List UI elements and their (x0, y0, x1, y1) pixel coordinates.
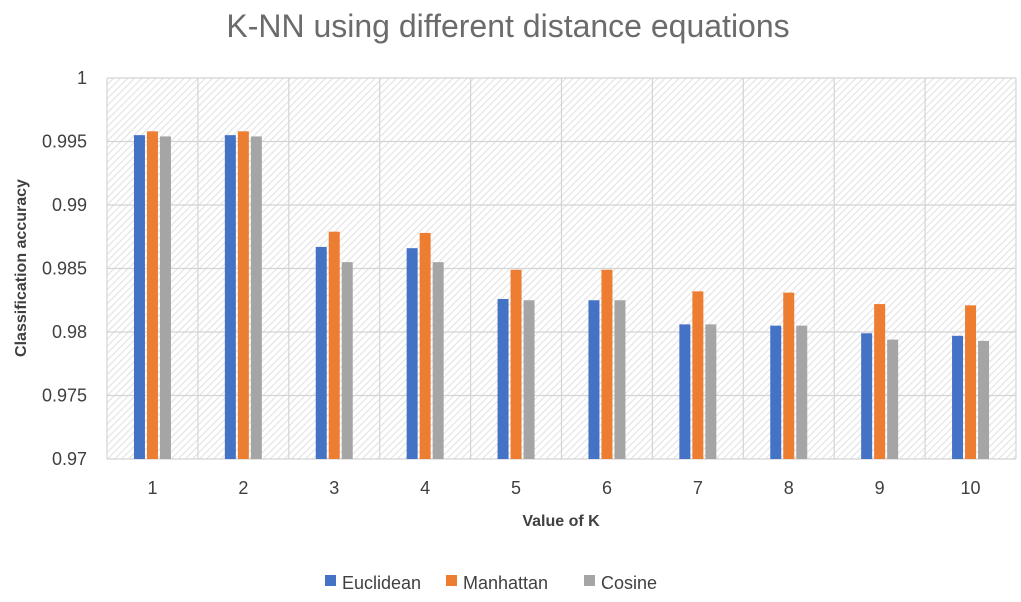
bar-cosine-k3 (341, 262, 353, 459)
bar-manhattan-k1 (146, 131, 158, 459)
legend-label-manhattan: Manhattan (463, 573, 548, 593)
y-tick-label: 1 (77, 68, 87, 88)
bar-manhattan-k8 (783, 292, 795, 459)
bar-manhattan-k6 (601, 269, 613, 459)
bar-euclidean-k1 (133, 135, 145, 459)
legend-label-euclidean: Euclidean (342, 573, 421, 593)
bar-euclidean-k10 (952, 335, 964, 459)
bar-cosine-k10 (978, 340, 990, 459)
bar-manhattan-k3 (328, 231, 340, 459)
x-axis-title: Value of K (522, 513, 600, 530)
bar-euclidean-k8 (770, 325, 782, 459)
x-tick-label: 9 (875, 478, 885, 498)
bar-manhattan-k2 (237, 131, 249, 459)
legend-label-cosine: Cosine (601, 573, 657, 593)
legend-swatch-manhattan (446, 575, 457, 586)
x-tick-label: 3 (329, 478, 339, 498)
bar-euclidean-k6 (588, 300, 600, 459)
bar-euclidean-k4 (406, 248, 418, 459)
y-axis-ticks: 0.97 0.975 0.98 0.985 0.99 0.995 1 (42, 68, 87, 469)
x-axis-ticks: 1 2 3 4 5 6 7 8 9 10 (147, 478, 980, 498)
legend-swatch-euclidean (325, 575, 336, 586)
bar-manhattan-k4 (419, 232, 431, 459)
chart-title: K-NN using different distance equations (226, 8, 789, 44)
y-tick-label: 0.995 (42, 132, 87, 152)
legend-swatch-cosine (584, 575, 595, 586)
bar-cosine-k5 (523, 300, 535, 459)
x-tick-label: 7 (693, 478, 703, 498)
y-tick-label: 0.975 (42, 386, 87, 406)
bar-manhattan-k7 (692, 291, 704, 459)
x-tick-label: 10 (961, 478, 981, 498)
x-tick-label: 6 (602, 478, 612, 498)
x-tick-label: 8 (784, 478, 794, 498)
bar-cosine-k9 (887, 339, 899, 459)
y-tick-label: 0.97 (52, 449, 87, 469)
bar-cosine-k8 (796, 325, 808, 459)
x-tick-label: 1 (147, 478, 157, 498)
bar-euclidean-k9 (861, 333, 873, 459)
bar-euclidean-k7 (679, 324, 691, 459)
bar-cosine-k4 (432, 262, 444, 459)
bar-cosine-k1 (159, 136, 171, 460)
bar-cosine-k2 (250, 136, 262, 460)
y-tick-label: 0.985 (42, 259, 87, 279)
bar-cosine-k6 (614, 300, 626, 459)
x-tick-label: 5 (511, 478, 521, 498)
bar-euclidean-k3 (315, 246, 327, 459)
x-tick-label: 2 (238, 478, 248, 498)
legend: Euclidean Manhattan Cosine (325, 573, 657, 593)
x-tick-label: 4 (420, 478, 430, 498)
bar-manhattan-k5 (510, 269, 522, 459)
bar-cosine-k7 (705, 324, 717, 459)
y-tick-label: 0.99 (52, 195, 87, 215)
y-tick-label: 0.98 (52, 322, 87, 342)
y-axis-title: Classification accuracy (13, 179, 30, 357)
bar-manhattan-k9 (874, 304, 886, 459)
bar-manhattan-k10 (965, 305, 977, 459)
bar-euclidean-k5 (497, 298, 509, 459)
bars (133, 131, 990, 460)
bar-euclidean-k2 (224, 135, 236, 459)
